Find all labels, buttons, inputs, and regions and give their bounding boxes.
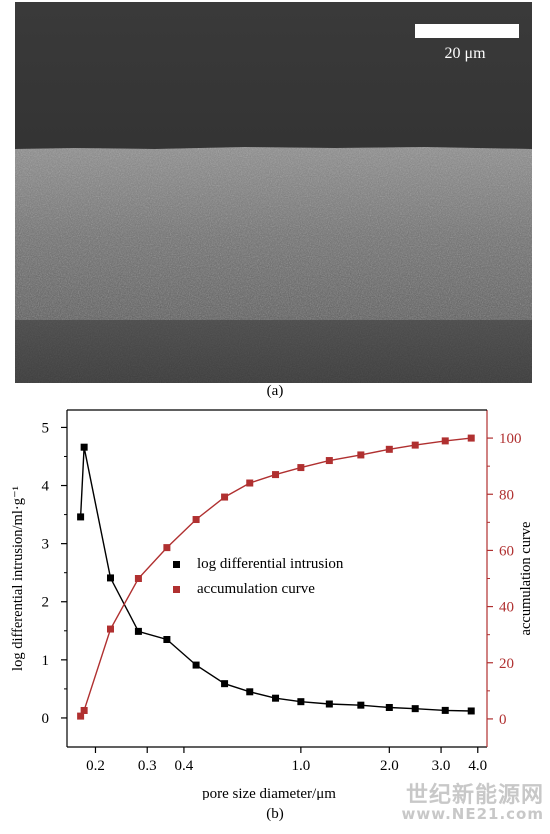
series-2-point <box>80 706 88 714</box>
series-1-point <box>385 703 393 711</box>
legend-marker-2 <box>173 586 180 593</box>
series-1-point <box>246 688 254 696</box>
series-2-point <box>325 457 333 465</box>
series-1-point <box>357 701 365 709</box>
series-1-point <box>192 661 200 669</box>
legend-label-1: log differential intrusion <box>197 556 344 572</box>
series-1-point <box>80 443 88 451</box>
series-2-point <box>221 493 229 501</box>
y-right-tick-label: 100 <box>499 431 522 447</box>
y-left-tick-label: 4 <box>42 479 50 495</box>
x-tick-label: 0.2 <box>86 758 105 774</box>
legend-label-2: accumulation curve <box>197 581 315 597</box>
caption-b: (b) <box>266 806 284 822</box>
series-2-point <box>357 451 365 459</box>
series-1-point <box>325 700 333 708</box>
x-axis-label: pore size diameter/μm <box>202 786 336 800</box>
scale-bar <box>415 24 519 38</box>
series-2-point <box>77 712 85 720</box>
y-axis-right-label: accumulation curve <box>518 522 534 636</box>
y-right-tick-label: 20 <box>499 656 514 672</box>
x-tick-label: 4.0 <box>468 758 487 774</box>
y-left-tick-label: 2 <box>42 595 50 611</box>
series-2-point <box>467 434 475 442</box>
series-1-point <box>107 574 115 582</box>
scale-bar-label: 20 μm <box>444 45 486 62</box>
series-1-point <box>297 698 305 706</box>
series-2-point <box>441 437 449 445</box>
y-left-tick-label: 0 <box>42 711 50 727</box>
series-1-point <box>272 694 280 702</box>
sem-image: 20 μm <box>15 2 532 383</box>
series-2-point <box>134 575 142 582</box>
y-right-tick-label: 0 <box>499 712 507 728</box>
x-tick-label: 1.0 <box>291 758 310 774</box>
series-2-point <box>272 471 280 479</box>
series-1-point <box>221 680 229 688</box>
y-right-tick-label: 40 <box>499 600 514 616</box>
series-1-point <box>134 627 142 635</box>
y-right-tick-label: 60 <box>499 543 514 559</box>
watermark-url: www.NE21.com <box>401 805 544 824</box>
series-2-point <box>297 464 305 472</box>
pore-size-chart: 0.2 0.3 0.4 1.0 2.0 3.0 4.0012345020406080100 … <box>10 409 534 800</box>
series-1-point <box>77 513 85 521</box>
series-2-point <box>246 479 254 487</box>
x-tick-label: 0.3 <box>138 758 157 774</box>
y-left-tick-label: 5 <box>42 420 50 436</box>
series-2-point <box>107 625 115 633</box>
series-2-point <box>192 516 200 524</box>
legend-marker-1 <box>173 561 180 568</box>
series-line-2 <box>80 437 472 717</box>
series-1-point <box>411 705 419 713</box>
y-axis-left-label: log differential intrusion/ml·g⁻¹ <box>10 486 26 671</box>
y-left-tick-label: 3 <box>42 537 50 553</box>
series-1-point <box>467 707 475 715</box>
x-tick-label: 2.0 <box>380 758 399 774</box>
series-2-point <box>411 441 419 449</box>
watermark: 世纪新能源网 www.NE21.com <box>401 784 544 823</box>
x-tick-label: 0.4 <box>175 758 194 774</box>
watermark-text: 世纪新能源网 <box>405 783 544 808</box>
x-tick-label: 3.0 <box>432 758 451 774</box>
series-2-point <box>163 544 171 552</box>
y-right-tick-label: 80 <box>499 487 514 503</box>
caption-a: (a) <box>266 383 284 399</box>
series-1-point <box>163 636 171 644</box>
series-1-point <box>441 706 449 714</box>
y-left-tick-label: 1 <box>42 653 50 669</box>
series-2-point <box>385 445 393 453</box>
